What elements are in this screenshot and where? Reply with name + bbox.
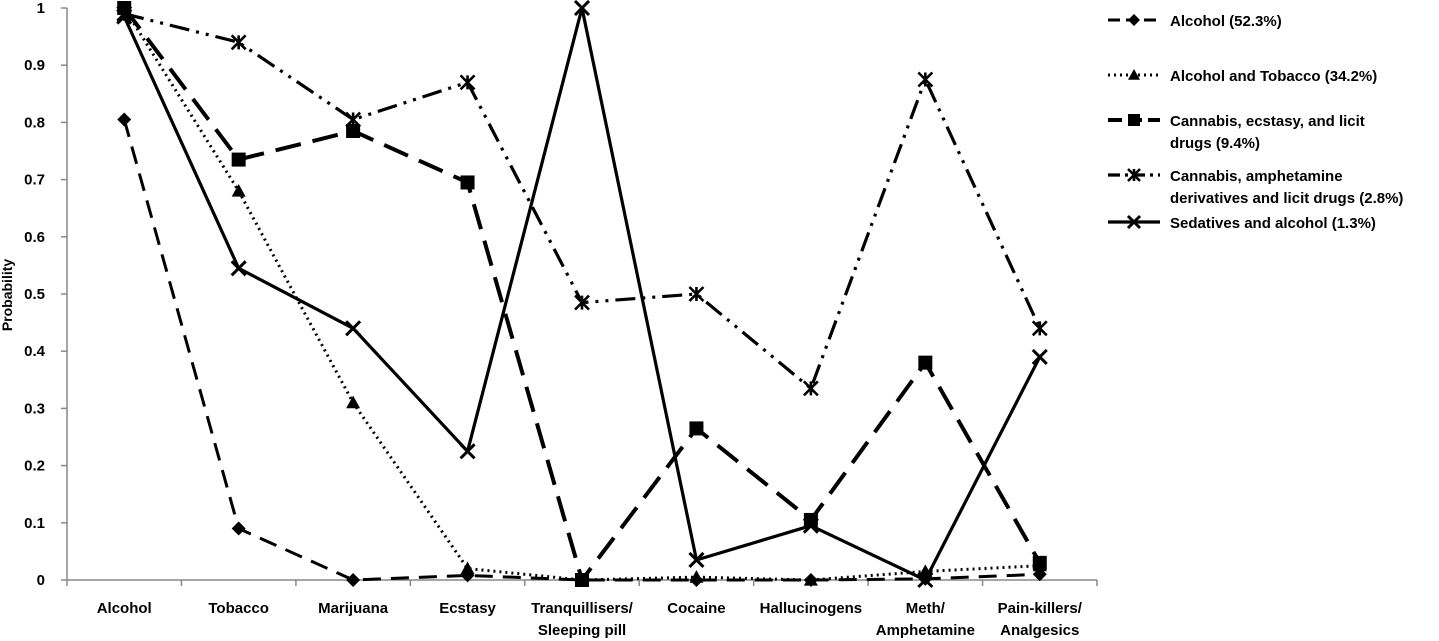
asterisk-marker [459,74,476,91]
series-line [122,6,1042,582]
chart-axes: 0 0.1 0.2 0.3 0.4 0.5 0.6 0.7 0.8 0.9 1 Alcohol Toba… [24,0,1098,639]
triangle-marker [803,573,818,586]
asterisk-marker [688,286,705,302]
chart-legend: Alcohol (52.3%) Alcohol and Tobacco (34.2… [1108,13,1403,232]
legend-entry-4: Cannabis, amphetamine derivatives and lic… [1108,168,1403,207]
square-marker [918,355,933,370]
legend-entry-2: Alcohol and Tobacco (34.2%) [1108,68,1377,85]
x-tick-label: Sleeping pill [538,622,626,639]
square-marker [689,421,704,436]
x-tick-label: Amphetamine [876,622,975,639]
square-marker [231,152,246,167]
x-tick-label: Tobacco [208,600,269,617]
x-tick-label: Pain-killers/ [998,600,1083,617]
y-tick-label: 0.2 [24,458,45,475]
x-marker [1031,348,1048,365]
x-tick-label: Alcohol [97,600,152,617]
diamond-marker [231,521,246,536]
y-tick-label: 0.9 [24,57,45,74]
legend-label: drugs (9.4%) [1170,135,1260,152]
triangle-marker [689,570,704,583]
triangle-marker [346,395,361,409]
asterisk-marker [802,380,819,397]
x-marker [459,443,476,460]
y-tick-label: 0.5 [24,286,45,303]
asterisk-marker [1031,320,1048,337]
y-axis-title: Probability [0,259,15,332]
square-marker [460,175,475,190]
x-tick-label: Tranquillisers/ [531,600,634,617]
series-line [122,7,1040,582]
diamond-marker [346,573,361,587]
asterisk-marker [574,294,590,311]
diamond-marker [117,112,132,127]
x-marker [116,8,133,25]
x-marker [573,0,591,17]
legend-entry-5: Sedatives and alcohol (1.3%) [1108,214,1376,232]
x-tick-label: Marijuana [318,600,389,617]
x-marker [688,551,705,569]
triangle-marker [231,184,246,197]
chart-series [116,0,1048,589]
x-marker [917,571,934,589]
legend-entry-3: Cannabis, ecstasy, and licit drugs (9.4%) [1108,113,1365,152]
y-tick-label: 0.1 [24,515,45,532]
y-tick-label: 0.3 [24,400,45,417]
y-tick-label: 0 [37,572,45,589]
square-marker [575,573,589,587]
legend-label: Alcohol and Tobacco (34.2%) [1170,68,1377,85]
triangle-marker [1128,69,1140,80]
legend-label: Cannabis, amphetamine [1170,168,1343,185]
square-marker [346,123,361,138]
y-tick-label: 0.6 [24,229,45,246]
x-marker [802,517,819,534]
series-4 [116,5,1048,397]
x-marker [1126,214,1142,230]
series-line [122,119,1040,582]
x-tick-label: Cocaine [667,600,725,617]
legend-label: Alcohol (52.3%) [1170,13,1282,30]
series-3 [117,1,1047,587]
series-2 [117,1,1047,586]
triangle-marker [460,561,475,575]
series-line [123,12,1042,390]
y-tick-label: 1 [37,0,45,17]
series-5 [116,0,1048,589]
y-tick-label: 0.4 [24,343,46,360]
x-tick-label: Ecstasy [439,600,496,617]
diamond-marker [1128,14,1140,26]
y-tick-label: 0.7 [24,172,45,189]
series-line [122,6,1042,582]
asterisk-marker [917,71,934,88]
x-marker [230,260,247,277]
asterisk-marker [345,111,362,128]
asterisk-marker [1127,168,1141,182]
asterisk-marker [230,34,247,51]
x-tick-label: Analgesics [1000,622,1079,639]
x-tick-label: Hallucinogens [760,600,863,617]
legend-entry-1: Alcohol (52.3%) [1108,13,1282,30]
legend-label: Cannabis, ecstasy, and licit [1170,113,1365,130]
y-tick-label: 0.8 [24,114,45,131]
series-1 [117,112,1047,587]
x-marker [345,320,362,337]
legend-label: Sedatives and alcohol (1.3%) [1170,215,1376,232]
square-marker [1128,114,1140,126]
square-marker [1032,555,1047,570]
x-tick-label: Meth/ [906,600,946,617]
legend-label: derivatives and licit drugs (2.8%) [1170,190,1403,207]
